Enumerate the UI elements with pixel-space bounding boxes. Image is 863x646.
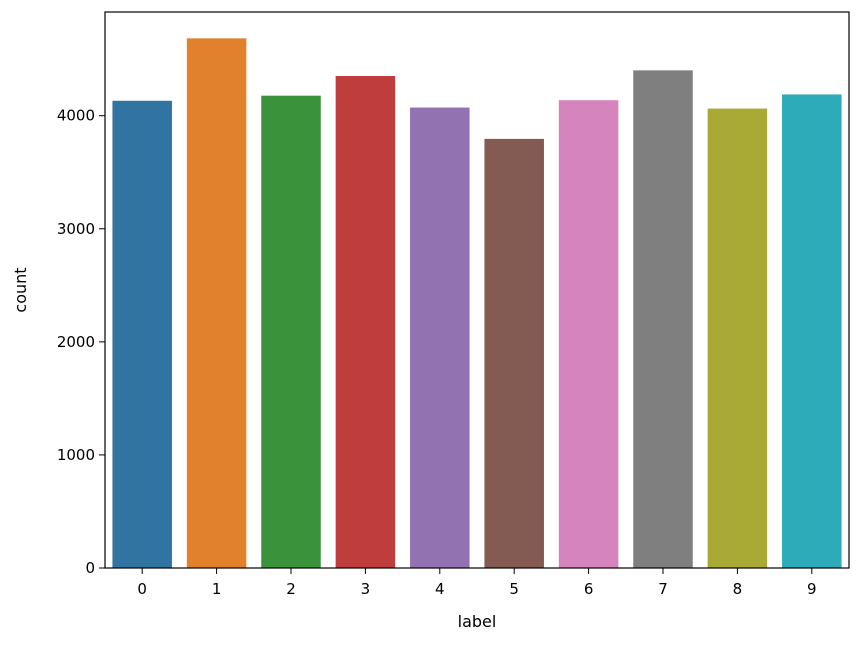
- x-tick-label-4: 4: [435, 580, 445, 598]
- x-tick-label-5: 5: [509, 580, 519, 598]
- y-axis-ticks: 0 1000 2000 3000 4000: [57, 107, 105, 577]
- x-tick-label-8: 8: [733, 580, 743, 598]
- x-axis-ticks: 0 1 2 3 4 5 6 7 8 9: [137, 568, 817, 598]
- y-tick-label-2000: 2000: [57, 333, 95, 351]
- x-tick-label-0: 0: [137, 580, 147, 598]
- plot-frame: [104, 11, 850, 569]
- y-tick-label-1000: 1000: [57, 446, 95, 464]
- x-axis-label: label: [458, 612, 497, 631]
- bar-5: [484, 138, 544, 568]
- bar-7: [633, 70, 693, 568]
- bar-2: [261, 95, 321, 569]
- bar-1: [186, 38, 247, 568]
- bar-3: [335, 76, 396, 569]
- y-axis-label: count: [11, 267, 30, 312]
- bars-group: [112, 38, 842, 569]
- x-tick-label-1: 1: [212, 580, 222, 598]
- x-tick-label-3: 3: [361, 580, 371, 598]
- bar-4: [410, 107, 470, 568]
- y-tick-label-0: 0: [85, 559, 95, 577]
- x-tick-label-2: 2: [286, 580, 296, 598]
- x-tick-label-6: 6: [584, 580, 594, 598]
- bar-6: [558, 100, 619, 568]
- bar-8: [707, 108, 768, 569]
- x-tick-label-7: 7: [658, 580, 668, 598]
- y-tick-label-3000: 3000: [57, 220, 95, 238]
- bar-9: [782, 94, 842, 568]
- y-tick-label-4000: 4000: [57, 107, 95, 125]
- bar-0: [112, 100, 172, 569]
- x-tick-label-9: 9: [807, 580, 817, 598]
